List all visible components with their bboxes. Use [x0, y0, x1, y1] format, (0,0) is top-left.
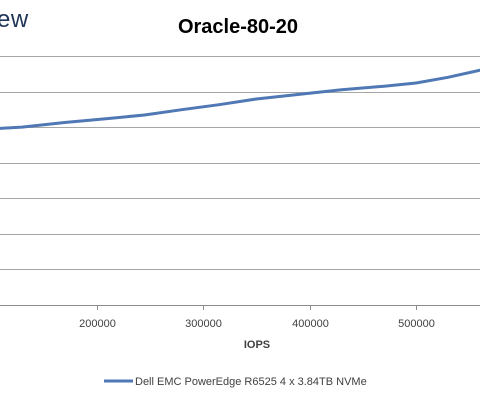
series-line [0, 68, 480, 130]
logo-text: ew [0, 6, 29, 33]
x-tick-label: 200000 [79, 318, 116, 330]
x-tick-label: 300000 [185, 318, 222, 330]
x-axis-label: IOPS [244, 339, 270, 351]
x-tick-label: 400000 [292, 318, 329, 330]
x-tick-label: 500000 [398, 318, 435, 330]
legend-label: Dell EMC PowerEdge R6525 4 x 3.84TB NVMe [135, 376, 367, 388]
chart-title: Oracle-80-20 [178, 16, 298, 38]
